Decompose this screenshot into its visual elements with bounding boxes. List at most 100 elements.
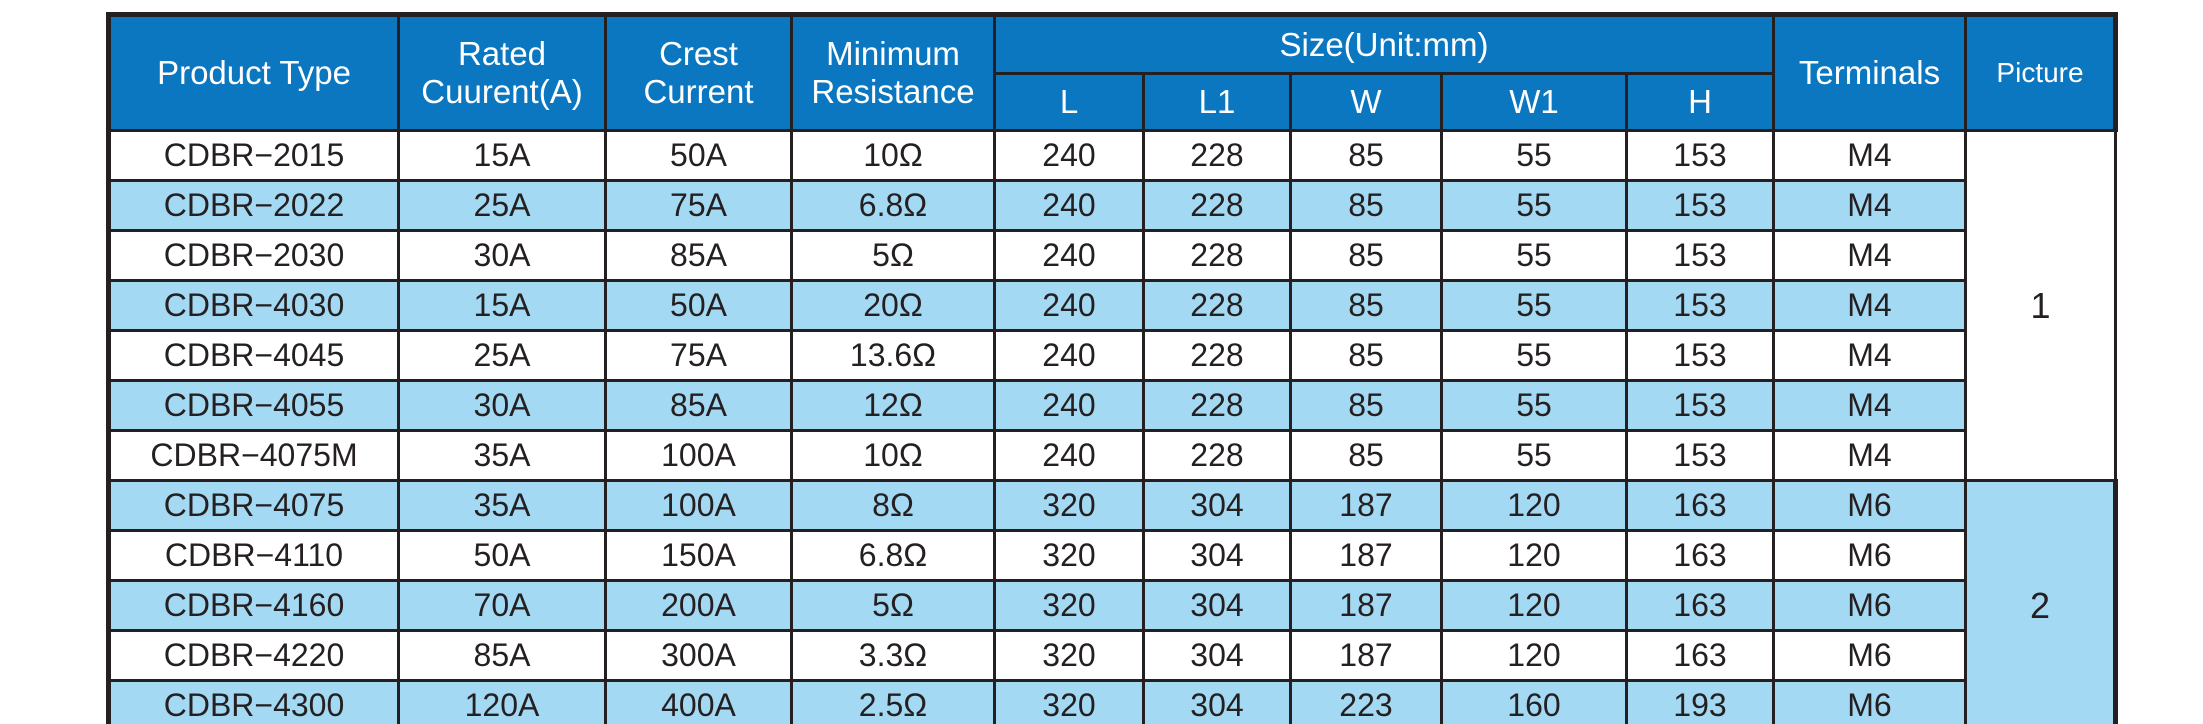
table-row: CDBR−4030 15A 50A 20Ω 240 228 85 55 153 … — [106, 279, 2116, 332]
cell-size-l1: 228 — [1142, 379, 1292, 432]
col-header-size-l1: L1 — [1142, 72, 1292, 132]
cell-size-l1: 304 — [1142, 679, 1292, 724]
cell-terminals: M4 — [1772, 429, 1967, 482]
cell-size-w: 223 — [1289, 679, 1443, 724]
cell-size-w1: 120 — [1440, 529, 1628, 582]
cell-min-resistance: 20Ω — [790, 279, 996, 332]
cell-product: CDBR−2022 — [106, 179, 400, 232]
cell-size-h: 193 — [1625, 679, 1775, 724]
cell-terminals: M4 — [1772, 129, 1967, 182]
cell-min-resistance: 6.8Ω — [790, 529, 996, 582]
cell-crest-current: 100A — [604, 429, 793, 482]
cell-product: CDBR−4045 — [106, 329, 400, 382]
col-header-terminals: Terminals — [1772, 12, 1967, 132]
cell-size-l: 240 — [993, 379, 1145, 432]
cell-min-resistance: 10Ω — [790, 429, 996, 482]
cell-crest-current: 50A — [604, 129, 793, 182]
cell-terminals: M4 — [1772, 179, 1967, 232]
cell-product: CDBR−2030 — [106, 229, 400, 282]
table-row: CDBR−4220 85A 300A 3.3Ω 320 304 187 120 … — [106, 629, 2116, 682]
cell-size-w1: 55 — [1440, 329, 1628, 382]
cell-size-w1: 120 — [1440, 629, 1628, 682]
table-row: CDBR−4160 70A 200A 5Ω 320 304 187 120 16… — [106, 579, 2116, 632]
cell-rated-current: 120A — [397, 679, 607, 724]
cell-product: CDBR−4220 — [106, 629, 400, 682]
cell-rated-current: 50A — [397, 529, 607, 582]
cell-size-l1: 228 — [1142, 279, 1292, 332]
cell-size-l1: 228 — [1142, 129, 1292, 182]
cell-terminals: M6 — [1772, 579, 1967, 632]
cell-terminals: M6 — [1772, 679, 1967, 724]
cell-size-w: 187 — [1289, 479, 1443, 532]
cell-size-w1: 120 — [1440, 579, 1628, 632]
cell-size-l1: 228 — [1142, 179, 1292, 232]
cell-size-h: 163 — [1625, 629, 1775, 682]
cell-crest-current: 150A — [604, 529, 793, 582]
table-row: CDBR−2030 30A 85A 5Ω 240 228 85 55 153 M… — [106, 229, 2116, 282]
cell-crest-current: 85A — [604, 229, 793, 282]
cell-product: CDBR−4160 — [106, 579, 400, 632]
col-header-crest-current: Crest Current — [604, 12, 793, 132]
table-row: CDBR−2022 25A 75A 6.8Ω 240 228 85 55 153… — [106, 179, 2116, 232]
cell-rated-current: 25A — [397, 329, 607, 382]
col-header-size-l: L — [993, 72, 1145, 132]
cell-size-w1: 55 — [1440, 279, 1628, 332]
cell-min-resistance: 5Ω — [790, 229, 996, 282]
cell-min-resistance: 13.6Ω — [790, 329, 996, 382]
cell-size-l1: 228 — [1142, 429, 1292, 482]
table-row: CDBR−4075M 35A 100A 10Ω 240 228 85 55 15… — [106, 429, 2116, 482]
cell-size-l1: 304 — [1142, 479, 1292, 532]
cell-size-w: 85 — [1289, 179, 1443, 232]
cell-size-l1: 304 — [1142, 629, 1292, 682]
cell-terminals: M6 — [1772, 479, 1967, 532]
cell-size-h: 153 — [1625, 129, 1775, 182]
cell-min-resistance: 6.8Ω — [790, 179, 996, 232]
cell-size-w1: 120 — [1440, 479, 1628, 532]
col-header-picture: Picture — [1964, 12, 2118, 132]
table-header: Product Type Rated Cuurent(A) Crest Curr… — [106, 12, 2118, 132]
cell-terminals: M6 — [1772, 629, 1967, 682]
col-header-rated-current: Rated Cuurent(A) — [397, 12, 607, 132]
cell-min-resistance: 8Ω — [790, 479, 996, 532]
cell-size-l: 320 — [993, 579, 1145, 632]
cell-size-l: 320 — [993, 529, 1145, 582]
table-row: CDBR−2015 15A 50A 10Ω 240 228 85 55 153 … — [106, 129, 2117, 482]
table-body: CDBR−2015 15A 50A 10Ω 240 228 85 55 153 … — [106, 129, 2118, 724]
cell-crest-current: 85A — [604, 379, 793, 432]
cell-size-l: 320 — [993, 629, 1145, 682]
cell-rated-current: 35A — [397, 479, 607, 532]
cell-min-resistance: 12Ω — [790, 379, 996, 432]
col-header-product-type: Product Type — [106, 12, 400, 132]
cell-product: CDBR−4075M — [106, 429, 400, 482]
cell-min-resistance: 5Ω — [790, 579, 996, 632]
cell-size-h: 153 — [1625, 279, 1775, 332]
cell-size-h: 163 — [1625, 479, 1775, 532]
cell-product: CDBR−4075 — [106, 479, 400, 532]
cell-crest-current: 400A — [604, 679, 793, 724]
picture-group-1-cell: 1 — [1964, 129, 2117, 482]
spec-table: Product Type Rated Cuurent(A) Crest Curr… — [106, 12, 2118, 724]
cell-size-l: 240 — [993, 129, 1145, 182]
col-group-header-size: Size(Unit:mm) — [993, 12, 1775, 75]
cell-size-w1: 160 — [1440, 679, 1628, 724]
table-row: CDBR−4075 35A 100A 8Ω 320 304 187 120 16… — [106, 479, 2118, 724]
cell-size-w1: 55 — [1440, 429, 1628, 482]
cell-size-w: 85 — [1289, 279, 1443, 332]
cell-product: CDBR−2015 — [106, 129, 400, 182]
cell-min-resistance: 10Ω — [790, 129, 996, 182]
cell-size-w: 85 — [1289, 229, 1443, 282]
table-row: CDBR−4110 50A 150A 6.8Ω 320 304 187 120 … — [106, 529, 2116, 582]
cell-terminals: M6 — [1772, 529, 1967, 582]
cell-size-l: 240 — [993, 279, 1145, 332]
cell-size-w: 187 — [1289, 629, 1443, 682]
cell-crest-current: 50A — [604, 279, 793, 332]
cell-size-h: 153 — [1625, 429, 1775, 482]
cell-min-resistance: 2.5Ω — [790, 679, 996, 724]
cell-size-h: 163 — [1625, 529, 1775, 582]
cell-size-l1: 304 — [1142, 579, 1292, 632]
cell-crest-current: 100A — [604, 479, 793, 532]
cell-rated-current: 70A — [397, 579, 607, 632]
cell-rated-current: 35A — [397, 429, 607, 482]
cell-size-w: 85 — [1289, 129, 1443, 182]
